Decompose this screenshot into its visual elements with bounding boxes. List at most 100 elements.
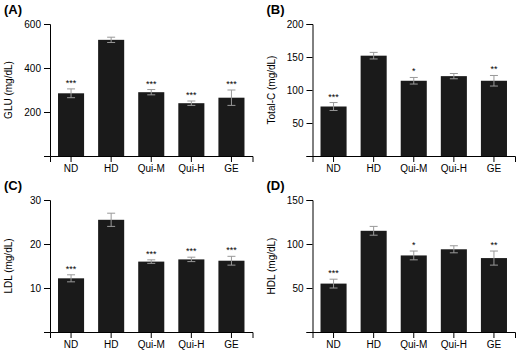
significance-marker: ***	[186, 246, 197, 256]
significance-marker: ***	[146, 249, 157, 259]
y-tick: 400	[24, 63, 50, 74]
y-axis-title: HDL (mg/dL)	[266, 238, 277, 295]
marks	[321, 226, 507, 332]
bar	[138, 92, 164, 156]
x-tick: Qui-M	[400, 332, 427, 350]
tick-mark	[373, 332, 374, 338]
bar	[178, 103, 204, 156]
y-tick	[44, 156, 50, 157]
tick-mark	[493, 156, 494, 162]
annotations: ************	[66, 245, 237, 273]
tick-mark	[453, 156, 454, 162]
y-axis: 200 400 600	[24, 19, 50, 157]
bar	[58, 93, 84, 156]
bar	[481, 258, 507, 332]
x-tick: Qui-H	[441, 332, 467, 350]
y-tick: 30	[30, 195, 50, 206]
tick-label: 200	[24, 107, 41, 118]
tick-mark	[111, 156, 112, 162]
tick-label: Qui-M	[400, 163, 427, 174]
error-bar	[67, 89, 75, 98]
tick-mark	[44, 68, 50, 69]
bar	[321, 284, 347, 332]
significance-marker: **	[490, 64, 498, 74]
x-tick: Qui-H	[178, 156, 204, 174]
tick-label: 50	[292, 118, 304, 129]
panel: (C)102030NDHDQui-MQui-HGE************LDL…	[3, 178, 253, 350]
error-bar	[410, 77, 418, 84]
y-tick: 10	[30, 283, 50, 294]
panel-label: (B)	[267, 2, 285, 17]
y-axis: 50 100 150 200	[287, 19, 313, 157]
x-tick: ND	[64, 156, 78, 174]
tick-label: HD	[104, 163, 118, 174]
tick-mark	[44, 288, 50, 289]
tick-mark	[191, 332, 192, 338]
x-tick: ND	[326, 332, 340, 350]
tick-label: Qui-M	[138, 163, 165, 174]
y-tick: 100	[287, 239, 313, 250]
x-axis: NDHDQui-MQui-HGE	[313, 332, 516, 350]
tick-label: 600	[24, 19, 41, 30]
bar	[361, 231, 387, 332]
tick-mark	[307, 332, 313, 333]
plot: 200400600NDHDQui-MQui-HGE************GLU…	[3, 19, 253, 174]
tick-label: 150	[287, 52, 304, 63]
error-bar	[147, 90, 155, 95]
tick-mark	[413, 156, 414, 162]
y-tick: 50	[292, 118, 312, 129]
tick-label: HD	[366, 163, 380, 174]
tick-label: Qui-M	[400, 339, 427, 350]
axis-line	[44, 201, 51, 333]
x-tick: ND	[64, 332, 78, 350]
tick-mark	[44, 156, 50, 157]
tick-mark	[191, 156, 192, 162]
significance-marker: ***	[226, 79, 237, 89]
y-tick: 150	[287, 52, 313, 63]
tick-label: 30	[30, 195, 42, 206]
tick-mark	[333, 332, 334, 338]
x-tick: HD	[104, 156, 118, 174]
significance-marker: ***	[186, 90, 197, 100]
tick-label: 150	[287, 195, 304, 206]
plot: 102030NDHDQui-MQui-HGE************LDL (m…	[3, 195, 253, 350]
marks	[58, 37, 244, 156]
tick-label: GE	[224, 339, 239, 350]
tick-label: ND	[326, 163, 340, 174]
annotations: ************	[66, 78, 237, 100]
axis-line	[313, 157, 516, 163]
tick-mark	[44, 24, 50, 25]
tick-mark	[307, 244, 313, 245]
significance-marker: ***	[146, 79, 157, 89]
tick-label: ND	[64, 163, 78, 174]
panel: (D)50100150NDHDQui-MQui-HGE******HDL (mg…	[266, 178, 516, 350]
bar	[441, 76, 467, 156]
tick-mark	[231, 332, 232, 338]
annotations: ******	[328, 64, 498, 101]
annotations: ******	[328, 240, 498, 278]
tick-mark	[111, 332, 112, 338]
error-bar	[187, 101, 195, 105]
tick-mark	[307, 156, 313, 157]
significance-marker: **	[490, 240, 498, 250]
y-tick	[44, 332, 50, 333]
bar	[481, 81, 507, 156]
bar	[98, 220, 124, 332]
tick-label: 400	[24, 63, 41, 74]
x-tick: GE	[487, 332, 502, 350]
tick-mark	[453, 332, 454, 338]
marks	[58, 213, 244, 332]
y-tick: 200	[287, 19, 313, 30]
bar	[218, 98, 244, 156]
tick-mark	[44, 332, 50, 333]
tick-mark	[307, 123, 313, 124]
tick-mark	[71, 156, 72, 162]
bar	[401, 81, 427, 156]
bar	[218, 261, 244, 332]
x-tick: Qui-M	[400, 156, 427, 174]
y-tick: 100	[287, 85, 313, 96]
error-bar	[147, 260, 155, 264]
significance-marker: ***	[66, 264, 77, 274]
panel: (B)50100150200NDHDQui-MQui-HGE******Tota…	[266, 2, 516, 174]
tick-mark	[307, 200, 313, 201]
